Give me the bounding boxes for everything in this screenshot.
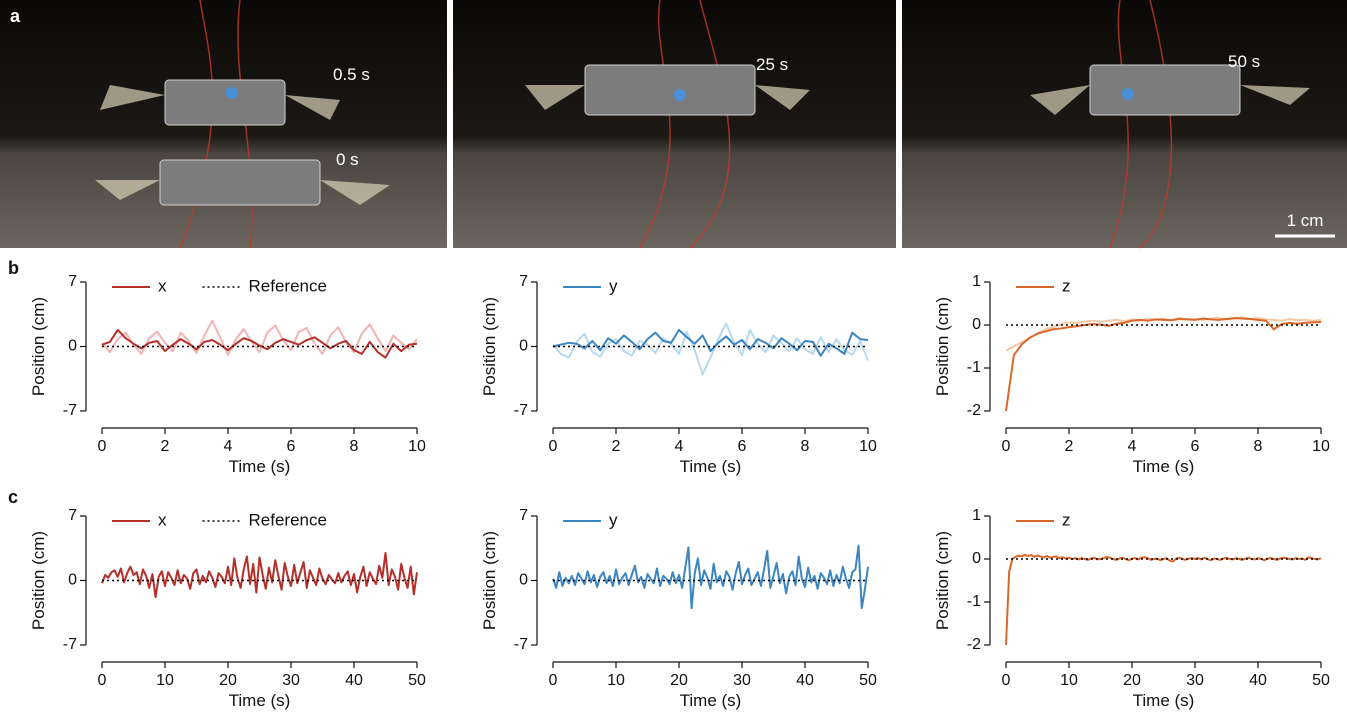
legend-label: Reference bbox=[249, 276, 327, 295]
x-tick-label: 0 bbox=[98, 672, 107, 689]
photo-panel: 0.5 s 0 s 25 s 50 s 1 cm bbox=[0, 0, 1347, 249]
photo-label: 50 s bbox=[1228, 52, 1260, 71]
x-tick-label: 50 bbox=[1312, 672, 1330, 689]
x-axis-label: Time (s) bbox=[1133, 457, 1195, 476]
x-axis-label: Time (s) bbox=[1133, 691, 1195, 710]
series-line bbox=[1005, 317, 1322, 412]
y-tick-label: 0 bbox=[68, 338, 77, 355]
y-tick-label: 0 bbox=[519, 338, 528, 355]
y-tick-label: 7 bbox=[519, 507, 528, 524]
x-tick-label: 2 bbox=[612, 438, 621, 455]
x-tick-label: 0 bbox=[1002, 672, 1011, 689]
photo-label: 0 s bbox=[336, 150, 359, 169]
x-tick-label: 0 bbox=[98, 438, 107, 455]
legend-label: x bbox=[158, 510, 167, 529]
y-tick-label: -2 bbox=[967, 636, 981, 653]
y-tick-label: -7 bbox=[63, 402, 77, 419]
series-line bbox=[101, 328, 418, 359]
y-tick-label: -7 bbox=[514, 402, 528, 419]
x-tick-label: 50 bbox=[408, 672, 426, 689]
y-tick-label: 1 bbox=[972, 507, 981, 524]
y-axis-label: Position (cm) bbox=[29, 531, 48, 630]
photo-label: 25 s bbox=[756, 55, 788, 74]
x-tick-label: 20 bbox=[1123, 672, 1141, 689]
panel-label: a bbox=[10, 6, 21, 26]
series-line bbox=[101, 319, 418, 356]
x-tick-label: 20 bbox=[670, 672, 688, 689]
y-tick-label: 0 bbox=[972, 316, 981, 333]
x-tick-label: 10 bbox=[607, 672, 625, 689]
series-line bbox=[552, 544, 869, 610]
y-tick-label: -1 bbox=[967, 359, 981, 376]
x-axis-label: Time (s) bbox=[680, 691, 742, 710]
legend-label: Reference bbox=[249, 510, 327, 529]
series-line bbox=[101, 551, 418, 599]
x-tick-label: 0 bbox=[549, 672, 558, 689]
x-tick-label: 10 bbox=[1060, 672, 1078, 689]
x-tick-label: 2 bbox=[161, 438, 170, 455]
x-tick-label: 10 bbox=[156, 672, 174, 689]
y-tick-label: 0 bbox=[519, 572, 528, 589]
x-tick-label: 10 bbox=[408, 438, 426, 455]
legend-label: x bbox=[158, 276, 167, 295]
x-tick-label: 8 bbox=[801, 438, 810, 455]
panel-label: b bbox=[8, 258, 19, 278]
x-tick-label: 30 bbox=[282, 672, 300, 689]
x-tick-label: 0 bbox=[1002, 438, 1011, 455]
x-tick-label: 2 bbox=[1065, 438, 1074, 455]
y-tick-label: -7 bbox=[63, 636, 77, 653]
legend-label: z bbox=[1062, 276, 1071, 295]
y-tick-label: 0 bbox=[972, 550, 981, 567]
x-tick-label: 30 bbox=[733, 672, 751, 689]
x-axis-label: Time (s) bbox=[229, 691, 291, 710]
x-axis-label: Time (s) bbox=[680, 457, 742, 476]
y-axis-label: Position (cm) bbox=[480, 531, 499, 630]
y-axis-label: Position (cm) bbox=[933, 531, 952, 630]
y-tick-label: 1 bbox=[972, 273, 981, 290]
y-axis-label: Position (cm) bbox=[933, 297, 952, 396]
x-tick-label: 40 bbox=[1249, 672, 1267, 689]
y-tick-label: 7 bbox=[68, 273, 77, 290]
y-axis-label: Position (cm) bbox=[29, 297, 48, 396]
x-tick-label: 50 bbox=[859, 672, 877, 689]
series-line bbox=[1005, 316, 1322, 352]
x-axis-label: Time (s) bbox=[229, 457, 291, 476]
x-tick-label: 10 bbox=[1312, 438, 1330, 455]
x-tick-label: 8 bbox=[350, 438, 359, 455]
series-line bbox=[552, 328, 869, 357]
x-tick-label: 4 bbox=[1128, 438, 1137, 455]
x-tick-label: 6 bbox=[1191, 438, 1200, 455]
series-line bbox=[1005, 553, 1322, 646]
x-tick-label: 30 bbox=[1186, 672, 1204, 689]
x-tick-label: 0 bbox=[549, 438, 558, 455]
y-tick-label: 7 bbox=[68, 507, 77, 524]
photo-label: 0.5 s bbox=[333, 65, 370, 84]
x-tick-label: 6 bbox=[738, 438, 747, 455]
y-tick-label: 7 bbox=[519, 273, 528, 290]
x-tick-label: 4 bbox=[675, 438, 684, 455]
x-tick-label: 40 bbox=[345, 672, 363, 689]
legend-label: z bbox=[1062, 510, 1071, 529]
legend-label: y bbox=[609, 276, 618, 295]
x-tick-label: 4 bbox=[224, 438, 233, 455]
x-tick-label: 20 bbox=[219, 672, 237, 689]
y-tick-label: -1 bbox=[967, 593, 981, 610]
scale-bar-label: 1 cm bbox=[1287, 211, 1324, 230]
legend-label: y bbox=[609, 510, 618, 529]
panel-label: c bbox=[8, 487, 18, 507]
x-tick-label: 10 bbox=[859, 438, 877, 455]
y-axis-label: Position (cm) bbox=[480, 297, 499, 396]
y-tick-label: -7 bbox=[514, 636, 528, 653]
x-tick-label: 6 bbox=[287, 438, 296, 455]
y-tick-label: 0 bbox=[68, 572, 77, 589]
x-tick-label: 40 bbox=[796, 672, 814, 689]
x-tick-label: 8 bbox=[1254, 438, 1263, 455]
y-tick-label: -2 bbox=[967, 402, 981, 419]
